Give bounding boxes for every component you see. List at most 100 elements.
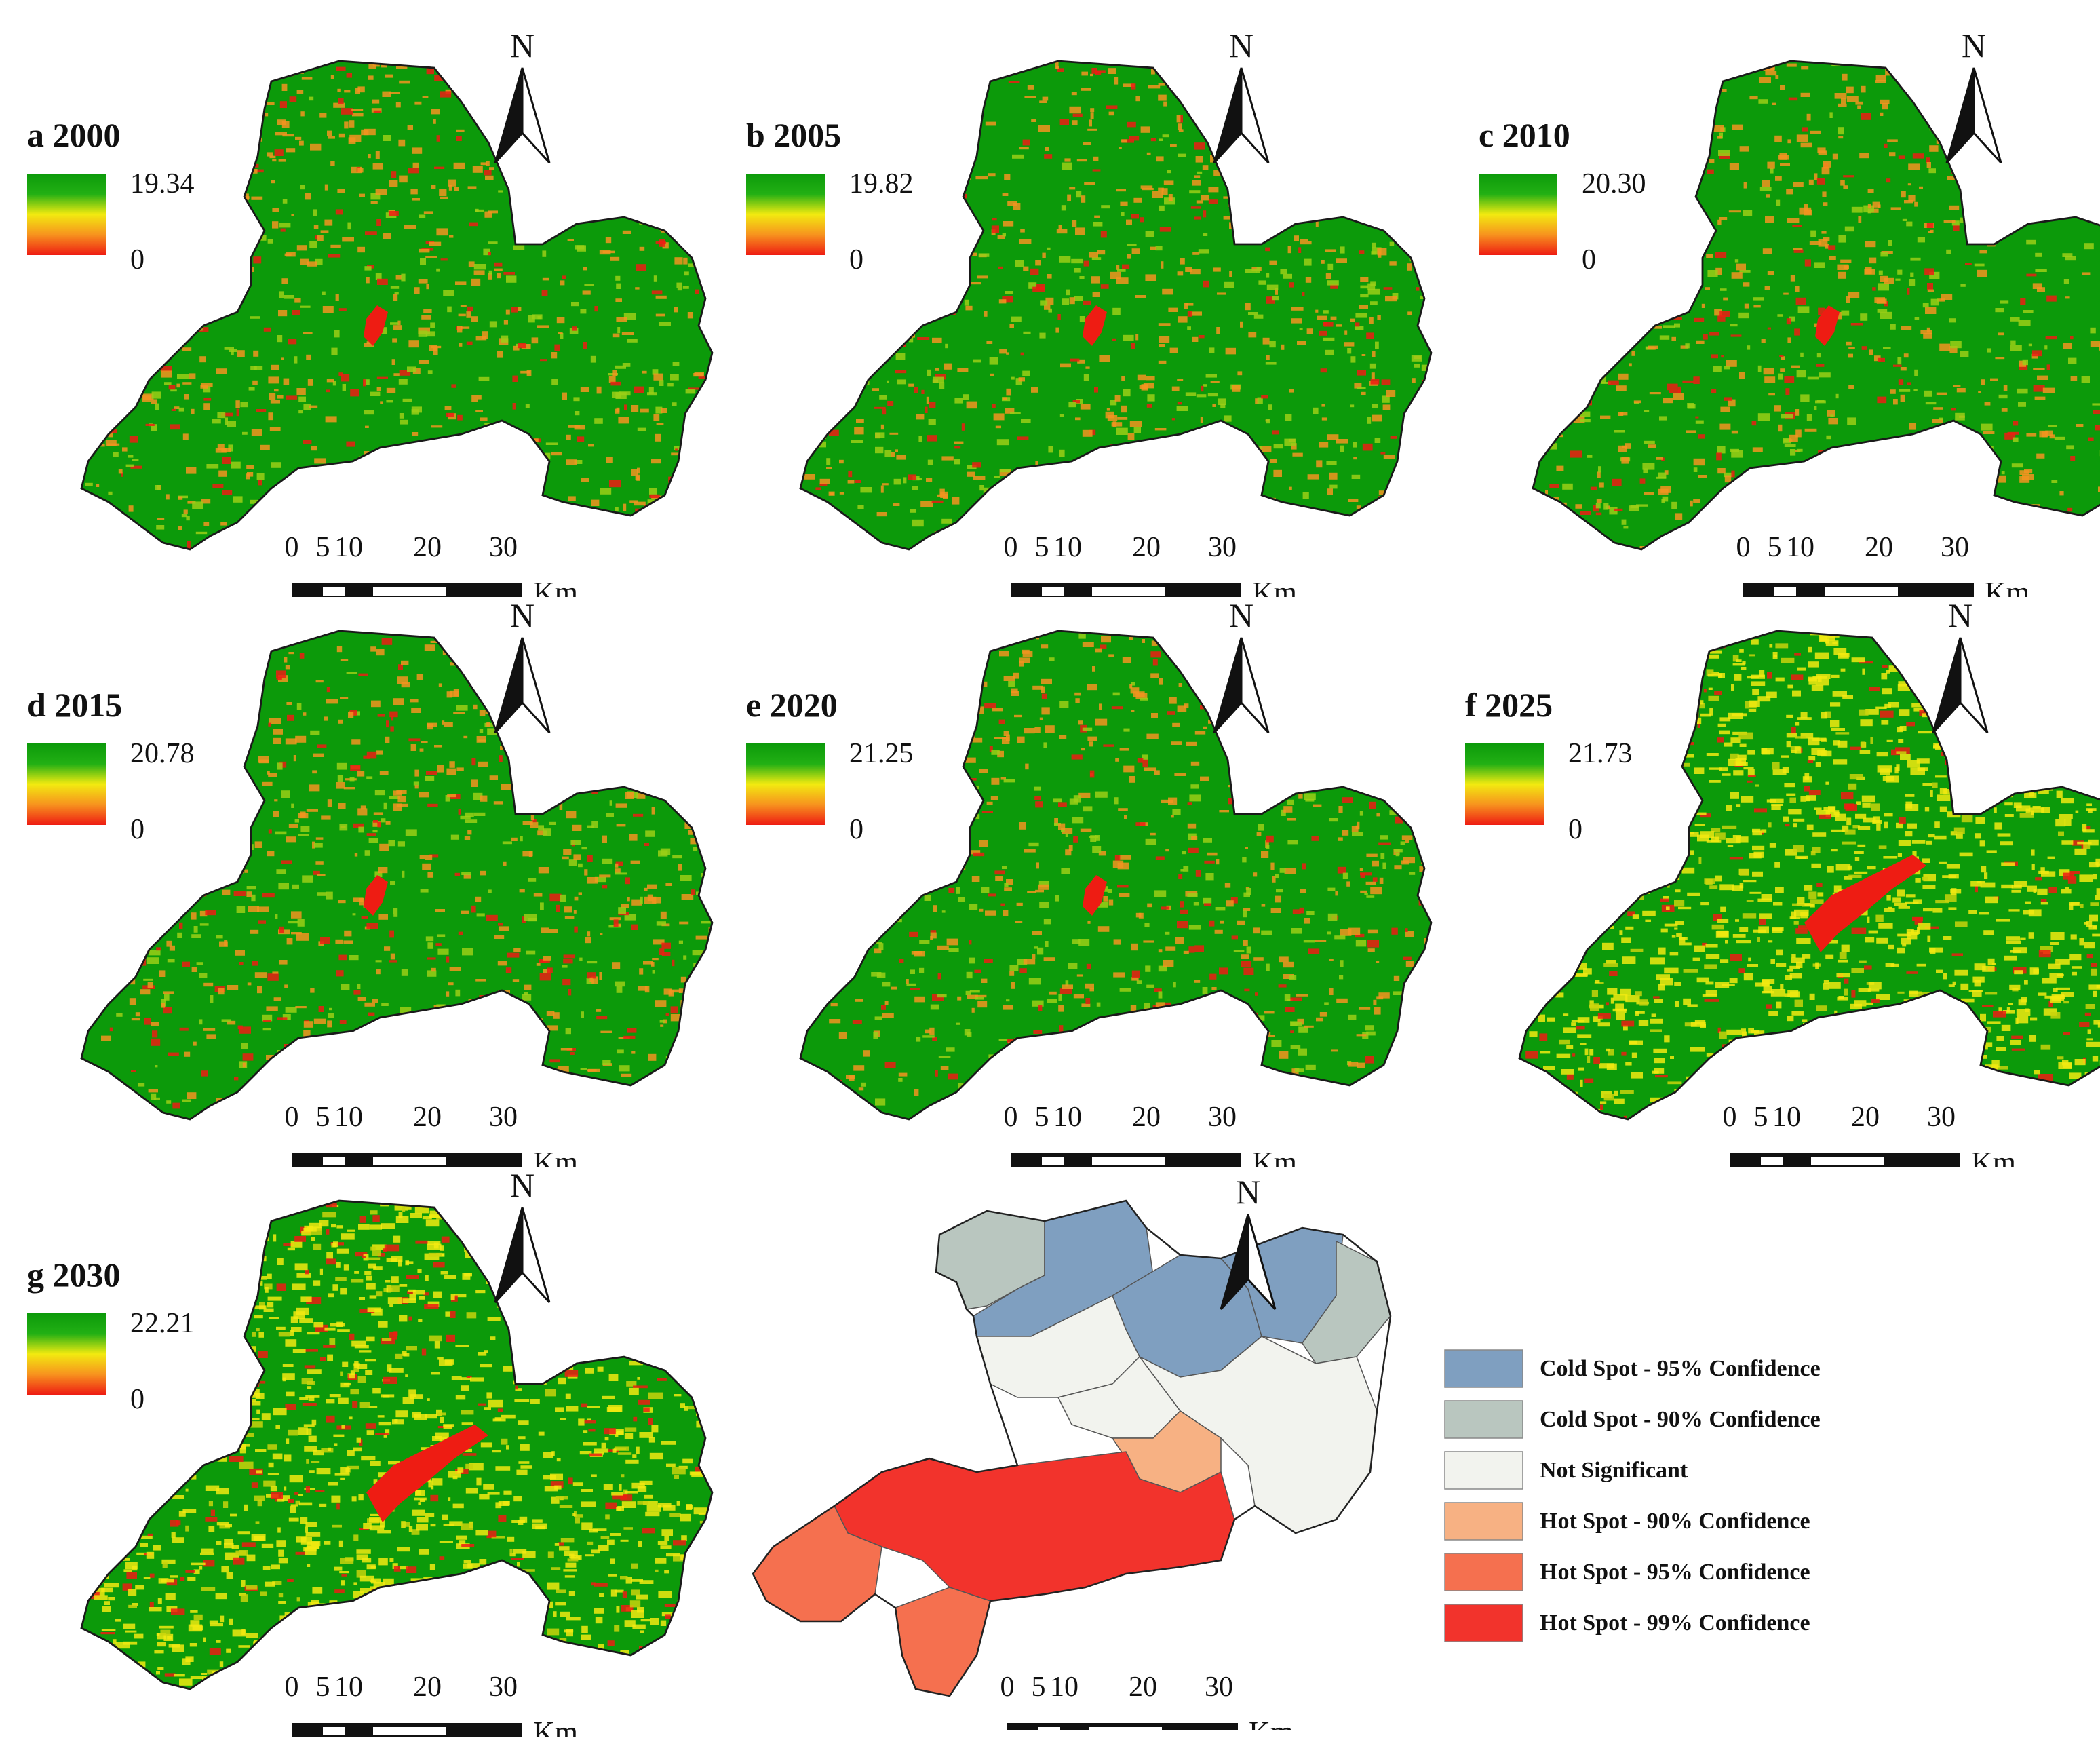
raster-cell	[951, 275, 954, 279]
raster-cell	[303, 332, 313, 334]
raster-cell	[907, 856, 919, 859]
raster-cell	[1023, 267, 1028, 271]
raster-cell	[350, 389, 359, 397]
raster-cell	[294, 298, 300, 303]
raster-cell	[1774, 405, 1781, 411]
scale-bar-segment	[323, 587, 345, 596]
raster-cell	[1119, 147, 1122, 149]
raster-cell	[1906, 222, 1912, 227]
raster-cell	[1110, 539, 1117, 544]
raster-cell	[1698, 434, 1705, 438]
raster-cell	[1135, 693, 1147, 699]
raster-cell	[237, 160, 248, 167]
raster-cell	[1155, 509, 1163, 517]
raster-cell	[1942, 127, 1946, 131]
raster-cell	[130, 699, 136, 702]
raster-cell	[891, 265, 895, 271]
raster-cell	[252, 530, 260, 537]
raster-cell	[1386, 697, 1389, 700]
raster-cell	[184, 163, 189, 168]
raster-cell	[1703, 79, 1715, 85]
raster-cell	[1535, 374, 1538, 381]
raster-cell	[631, 405, 638, 412]
raster-cell	[591, 664, 600, 667]
raster-cell	[1291, 62, 1295, 66]
raster-cell	[610, 257, 619, 261]
raster-cell	[626, 644, 632, 650]
raster-cell	[1131, 343, 1135, 349]
raster-cell	[1375, 140, 1386, 143]
raster-cell	[839, 460, 844, 463]
raster-cell	[927, 435, 937, 441]
raster-cell	[1352, 636, 1360, 642]
raster-map-e	[800, 631, 1445, 1127]
raster-cell	[1762, 514, 1768, 520]
raster-cell	[1171, 61, 1175, 66]
raster-cell	[1987, 216, 1997, 221]
raster-cell	[638, 528, 642, 533]
raster-cell	[920, 85, 930, 88]
raster-cell	[568, 634, 577, 639]
raster-cell	[466, 311, 471, 318]
raster-cell	[711, 1043, 714, 1047]
raster-cell	[427, 723, 438, 727]
raster-cell	[86, 70, 94, 77]
raster-cell	[1019, 147, 1029, 149]
raster-cell	[501, 674, 511, 677]
raster-cell	[1315, 310, 1318, 313]
raster-cell	[1090, 74, 1093, 76]
raster-cell	[897, 855, 900, 862]
raster-cell	[231, 189, 239, 194]
raster-cell	[1159, 678, 1163, 685]
raster-cell	[486, 161, 490, 166]
raster-cell	[1991, 100, 2002, 102]
raster-cell	[327, 379, 334, 382]
raster-cell	[203, 674, 210, 677]
raster-cell	[1039, 333, 1045, 339]
raster-cell	[1321, 368, 1327, 372]
raster-cell	[1669, 390, 1681, 393]
raster-cell	[1995, 308, 2004, 312]
raster-cell	[113, 824, 115, 829]
raster-cell	[1348, 107, 1357, 109]
raster-cell	[623, 231, 631, 234]
raster-cell	[81, 545, 88, 549]
raster-cell	[2088, 527, 2091, 534]
raster-cell	[523, 821, 533, 825]
raster-cell	[1700, 85, 1713, 91]
raster-cell	[336, 209, 343, 214]
raster-cell	[228, 543, 235, 546]
raster-cell	[540, 902, 544, 910]
raster-cell	[1266, 964, 1270, 971]
raster-cell	[286, 1007, 297, 1012]
raster-cell	[697, 503, 703, 508]
raster-cell	[573, 397, 579, 401]
raster-cell	[326, 389, 330, 392]
raster-cell	[1186, 510, 1194, 516]
raster-cell	[1300, 784, 1304, 790]
raster-cell	[408, 168, 419, 173]
raster-cell	[534, 201, 541, 207]
raster-cell	[486, 722, 490, 727]
raster-cell	[242, 432, 248, 435]
raster-cell	[551, 352, 557, 358]
raster-cell	[497, 1086, 503, 1089]
raster-cell	[542, 250, 546, 256]
raster-cell	[615, 366, 626, 369]
raster-cell	[671, 790, 676, 797]
raster-cell	[426, 284, 429, 289]
raster-cell	[1868, 211, 1871, 214]
raster-cell	[291, 911, 302, 918]
raster-cell	[140, 658, 147, 663]
raster-cell	[859, 1087, 863, 1090]
raster-cell	[436, 228, 448, 235]
raster-cell	[436, 518, 446, 524]
raster-cell	[1792, 225, 1802, 227]
raster-cell	[714, 723, 719, 729]
raster-cell	[1421, 845, 1433, 852]
raster-cell	[2010, 341, 2015, 345]
raster-cell	[137, 942, 142, 948]
raster-cell	[653, 374, 663, 381]
raster-cell	[337, 189, 345, 193]
raster-cell	[1294, 235, 1299, 241]
